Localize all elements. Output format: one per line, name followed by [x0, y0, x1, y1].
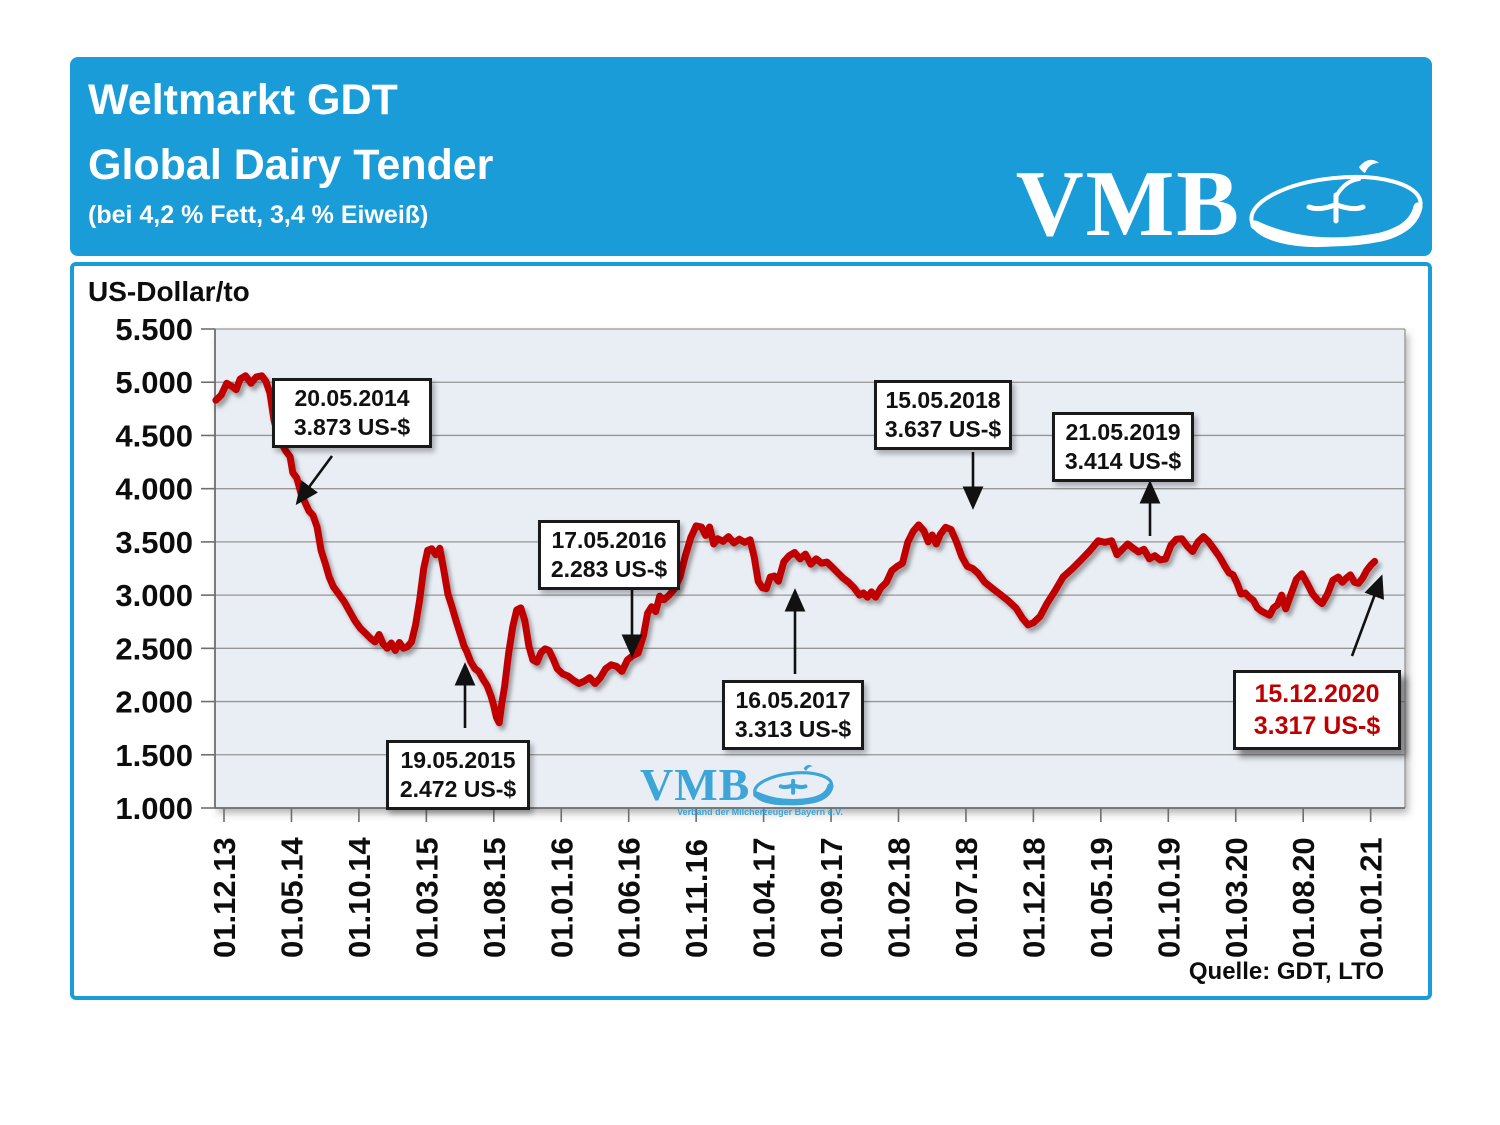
vmb-swoosh-icon	[1249, 159, 1423, 248]
y-tick-label: 3.500	[115, 525, 193, 560]
callout-2017: 16.05.2017 3.313 US-$	[722, 680, 864, 750]
callout-date: 17.05.2016	[551, 527, 667, 553]
x-tick-label: 01.12.13	[207, 837, 242, 958]
page-subtitle-detail: (bei 4,2 % Fett, 3,4 % Eiweiß)	[88, 201, 429, 229]
y-tick-label: 2.500	[115, 631, 193, 666]
x-tick-label: 01.03.15	[409, 837, 444, 958]
x-tick-label: 01.01.21	[1354, 837, 1389, 958]
callout-2014: 20.05.2014 3.873 US-$	[272, 378, 432, 448]
x-tick-label: 01.06.16	[612, 837, 647, 958]
y-tick-label: 3.000	[115, 578, 193, 613]
x-tick-label: 01.01.16	[544, 837, 579, 958]
callout-date: 16.05.2017	[735, 687, 851, 713]
y-tick-label: 4.500	[115, 418, 193, 453]
callout-date: 19.05.2015	[400, 747, 516, 773]
x-tick-label: 01.02.18	[882, 837, 917, 958]
header-banner: Weltmarkt GDT Global Dairy Tender (bei 4…	[70, 57, 1432, 256]
y-tick-label: 2.000	[115, 685, 193, 720]
x-tick-label: 01.10.14	[342, 837, 377, 958]
x-tick-label: 01.11.16	[679, 839, 714, 958]
callout-2019: 21.05.2019 3.414 US-$	[1052, 412, 1194, 482]
callout-2015: 19.05.2015 2.472 US-$	[386, 740, 530, 810]
price-line	[212, 372, 1379, 727]
x-tick-label: 01.03.20	[1219, 837, 1254, 958]
callout-arrow	[1350, 574, 1384, 657]
callout-2018: 15.05.2018 3.637 US-$	[874, 380, 1012, 450]
y-tick-label: 5.500	[115, 312, 193, 347]
y-tick-label: 1.000	[115, 791, 193, 826]
vmb-watermark: VMB Verband der Milcherzeuger Bayern e.V…	[640, 760, 880, 822]
x-tick-label: 01.08.15	[477, 837, 512, 958]
gdt-price-chart: 5.500 5.000 4.500 4.000 3.500 3.000 2.500 2.000…	[115, 312, 1406, 958]
y-tick-label: 5.000	[115, 365, 193, 400]
source-note: Quelle: GDT, LTO	[1188, 958, 1384, 985]
callout-value: 3.317 US-$	[1253, 712, 1381, 740]
callout-value: 3.414 US-$	[1064, 448, 1182, 474]
callout-value: 2.472 US-$	[399, 776, 517, 802]
x-tick-label: 01.04.17	[747, 837, 782, 958]
header-titles: Weltmarkt GDT Global Dairy Tender (bei 4…	[88, 67, 493, 233]
y-tick-label: 4.000	[115, 472, 193, 507]
x-tick-label: 01.08.20	[1286, 837, 1321, 958]
page-title: Weltmarkt GDT	[88, 76, 398, 124]
callout-date: 21.05.2019	[1065, 419, 1181, 445]
chart-panel: 5.500 5.000 4.500 4.000 3.500 3.000 2.500 2.000…	[70, 262, 1432, 1000]
y-tick-label: 1.500	[115, 738, 193, 773]
callout-2020-latest: 15.12.2020 3.317 US-$	[1233, 670, 1401, 750]
x-tick-label: 01.05.14	[274, 837, 309, 958]
callout-value: 3.873 US-$	[293, 414, 411, 440]
callout-2016: 17.05.2016 2.283 US-$	[538, 520, 680, 590]
x-tick-label: 01.12.18	[1016, 837, 1051, 958]
x-tick-label: 01.09.17	[814, 837, 849, 958]
vmb-logo: VMB	[1016, 149, 1426, 259]
callout-date: 20.05.2014	[294, 385, 410, 411]
callout-value: 3.313 US-$	[734, 716, 852, 742]
callout-value: 2.283 US-$	[550, 556, 668, 582]
vmb-watermark-text: VMB	[640, 759, 751, 810]
x-tick-label: 01.10.19	[1151, 837, 1186, 958]
y-axis-title: US-Dollar/to	[88, 276, 250, 307]
vmb-watermark-subtext: Verband der Milcherzeuger Bayern e.V.	[677, 807, 843, 817]
callout-arrow	[295, 455, 334, 506]
x-tick-label: 01.05.19	[1084, 837, 1119, 958]
callout-date: 15.05.2018	[885, 387, 1001, 413]
vmb-logo-text: VMB	[1015, 152, 1241, 256]
vmb-watermark-swoosh-icon	[753, 764, 834, 806]
page-subtitle: Global Dairy Tender	[88, 141, 494, 189]
x-tick-label: 01.07.18	[949, 837, 984, 958]
callout-date: 15.12.2020	[1254, 680, 1380, 708]
callout-value: 3.637 US-$	[884, 416, 1002, 442]
